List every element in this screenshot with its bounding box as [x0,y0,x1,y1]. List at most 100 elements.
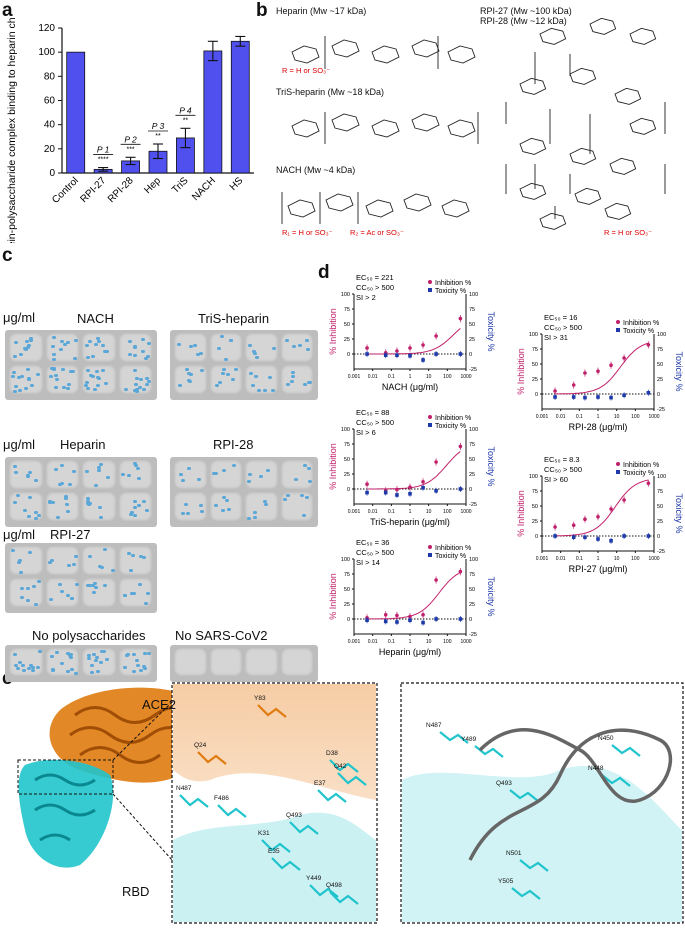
legend-tox-marker [616,328,620,332]
plaque-spot [20,596,25,600]
plaque-spot [90,670,95,674]
plaque-spot [196,477,201,481]
legend-inhib-label: Inhibition % [623,320,659,327]
sugar-ring [569,147,597,165]
legend-tox-label: Toxicity % [623,328,654,335]
plaque-spot [263,499,268,503]
plate-well [280,648,313,676]
plaque-spot [125,654,130,658]
plaque-spot [143,601,148,605]
plaque-spot [90,355,95,359]
panel-label-d: d [318,262,330,283]
plaque-spot [188,372,193,376]
plaque-spot [65,341,70,345]
fit-curve [367,451,461,490]
plaque-spot [52,357,57,361]
y-tick-label: 25 [532,519,538,525]
sugar-ring [614,87,642,105]
stat-line: SI > 31 [544,333,568,342]
plaque-spot [50,345,55,349]
plaque-spot [60,661,65,665]
y2-tick-label: 100 [469,557,478,563]
plate-well [45,333,79,362]
label-nosars: No SARS-CoV2 [175,628,268,643]
plaque-spot [132,670,137,674]
plaque-spot [53,373,58,377]
sugar-ring [441,199,470,218]
plaque-spot [122,593,127,597]
y-tick-label: 0 [49,168,55,179]
plaque-spot [129,591,134,595]
plate-well [209,460,242,489]
plaque-spot [142,555,147,559]
plaque-spot [293,478,298,482]
plaque-spot [147,651,152,655]
plaque-spot [19,570,24,574]
x-tick-label: 1 [597,556,600,562]
residue-stick [271,857,301,871]
y2-tick-label: 50 [469,457,475,463]
chemical-structures [281,17,666,230]
plate-well [280,333,313,362]
x-tick-label: 100 [443,374,452,380]
plaque-spot [68,483,73,487]
plate-well [209,333,242,362]
plaque-spot [249,371,254,375]
plaque-spot [286,494,291,498]
plaque-spot [93,388,98,392]
plaque-spot [135,387,140,391]
plaque-spot [133,513,138,517]
plaque-spot [102,650,107,654]
plaque-spot [302,513,307,517]
plaque-spot [282,498,287,502]
sugar-ring [519,182,547,200]
plaque-spot [64,502,69,506]
sugar-ring [539,27,567,45]
plaque-spot [30,669,35,673]
legend-inhib-marker [428,415,432,419]
plaque-spot [55,515,60,519]
plate-well [82,460,116,489]
y2-tick-label: 25 [469,602,475,608]
plaque-spot [146,342,151,346]
legend-tox-marker [428,288,432,292]
plaque-spot [135,376,140,380]
stat-line: SI > 60 [544,475,568,484]
plaque-spot [26,666,31,670]
plaque-spot [49,375,54,379]
stat-line: SI > 2 [356,293,376,302]
plaque-spot [29,383,34,387]
plaque-spot [91,375,96,379]
plaque-spot [198,503,203,507]
plaque-spot [257,388,262,392]
y-tick-label: 25 [532,377,538,383]
y-tick-label: 100 [529,332,538,338]
plaque-spot [225,373,230,377]
y-tick-label: 75 [532,347,538,353]
panel-e-structures [17,682,684,924]
plaque-spot [178,473,183,477]
x-tick-label: 0.001 [348,374,361,380]
plaque-spot [144,357,149,361]
plate-well [82,333,116,362]
plaque-spot [23,387,28,391]
y2-axis-label: Toxicity % [486,576,496,616]
plaque-spot [177,343,182,347]
plaque-spot [141,349,146,353]
residue-label: Q493 [286,812,302,819]
stat-line: EC₅₀ = 36 [356,538,389,547]
x-tick-label: 100 [631,414,640,420]
plaque-spot [247,480,252,484]
x-tick-label: TriS [170,175,191,196]
sugar-ring [287,199,316,218]
x-axis-label: NACH (μg/ml) [382,382,438,392]
plaque-spot [132,368,137,372]
plaque-spot [251,350,256,354]
plaque-spot [16,376,21,380]
plaque-spot [308,480,313,484]
plaque-spot [142,388,147,392]
x-tick-label: 1000 [460,509,471,515]
residue-stick [439,731,469,744]
